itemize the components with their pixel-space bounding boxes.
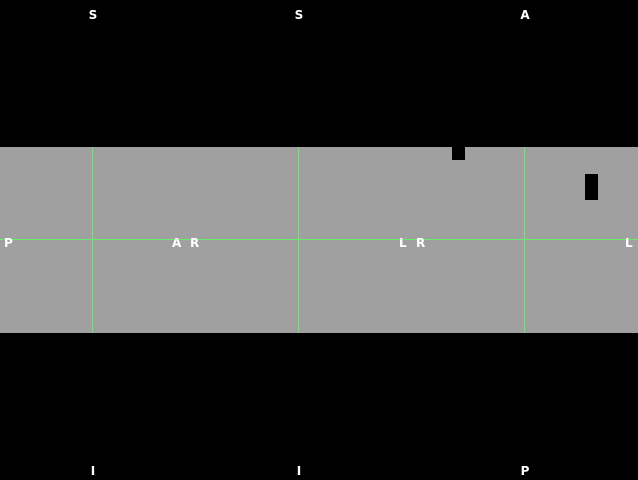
orientation-label-bottom-3: P: [520, 464, 530, 478]
orientation-label-top-3: A: [520, 8, 530, 22]
orientation-label-top-1: S: [88, 8, 98, 22]
orientation-label-pair-a-2: R: [190, 236, 200, 250]
orientation-label-top-2: S: [294, 8, 304, 22]
orientation-label-pair-b-1: L: [399, 236, 407, 250]
orientation-label-pair-b-2: R: [416, 236, 426, 250]
crosshair-horizontal[interactable]: [0, 239, 638, 240]
orientation-label-pair-a-1: A: [172, 236, 182, 250]
orientation-label-right-edge: L: [625, 236, 633, 250]
orientation-label-bottom-1: I: [90, 464, 96, 478]
crosshair-vertical-2[interactable]: [298, 147, 299, 333]
dark-region-marker: [585, 174, 598, 200]
dark-region-marker: [452, 147, 465, 160]
crosshair-vertical-1[interactable]: [92, 147, 93, 333]
crosshair-vertical-3[interactable]: [524, 147, 525, 333]
orientation-label-bottom-2: I: [296, 464, 302, 478]
image-slice[interactable]: [0, 147, 638, 333]
orientation-label-left-edge: P: [4, 236, 13, 250]
